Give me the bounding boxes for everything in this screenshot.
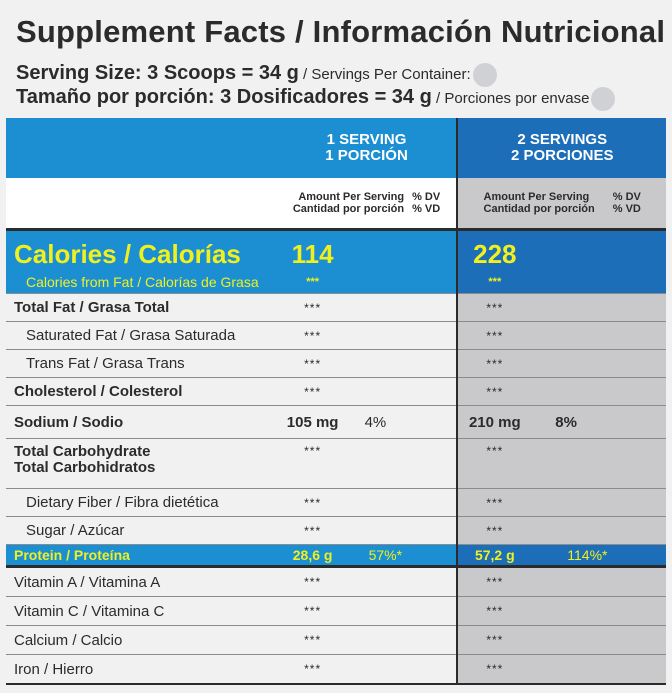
serving-size-es: Tamaño por porción: 3 Dosificadores = 34… — [16, 86, 616, 111]
vitamin-row: Vitamin C / Vitamina C *** *** — [6, 596, 666, 626]
nutrient-row: Dietary Fiber / Fibra dietética *** *** — [6, 488, 666, 517]
dv-label: % DV — [612, 191, 641, 203]
servings-per-package-label: / Porciones por envase — [431, 90, 590, 107]
amount-per-serving-label: Amount Per Serving — [483, 191, 590, 203]
calories-from-fat-one: *** — [276, 271, 349, 294]
vd-label: % VD — [412, 203, 441, 215]
nutrient-row: Total Carbohydrate Total Carbohidratos *… — [6, 438, 666, 489]
calories-two-value: 228 — [456, 228, 532, 271]
nutrient-row: Trans Fat / Grasa Trans *** *** — [6, 349, 666, 378]
column-header-row: 1 SERVING 1 PORCIÓN 2 SERVINGS 2 PORCION… — [6, 118, 666, 178]
calories-from-fat-two: *** — [456, 271, 532, 294]
calories-row: Calories / Calorías 114 228 — [6, 228, 666, 271]
one-serving-header: 1 SERVING 1 PORCIÓN — [276, 118, 458, 178]
vitamin-row: Iron / Hierro *** *** — [6, 654, 666, 685]
nutrient-row: Total Fat / Grasa Total *** *** — [6, 293, 666, 322]
amount-per-portion-label: Cantidad por porción — [292, 203, 405, 215]
calories-label: Calories / Calorías — [6, 228, 277, 271]
calories-one-value: 114 — [276, 228, 349, 271]
nutrient-row: Sodium / Sodio 105 mg 4% 210 mg 8% — [6, 405, 666, 439]
calories-from-fat-label: Calories from Fat / Calorías de Grasa — [6, 271, 277, 294]
nutrient-row: Cholesterol / Colesterol *** *** — [6, 377, 666, 406]
calories-from-fat-row: Calories from Fat / Calorías de Grasa **… — [6, 271, 666, 294]
nutrient-row: Saturated Fat / Grasa Saturada *** *** — [6, 321, 666, 350]
serving-size-en-value: Serving Size: 3 Scoops = 34 g — [16, 62, 299, 84]
amount-per-portion-label: Cantidad por porción — [483, 203, 595, 215]
blank-circle-icon — [472, 62, 497, 87]
dv-label: % DV — [412, 191, 441, 203]
amount-header-row: Amount Per Serving Cantidad por porción … — [6, 178, 666, 230]
servings-per-container-label: / Servings Per Container: — [298, 66, 471, 83]
vd-label: % VD — [612, 203, 641, 215]
nutrient-row: Sugar / Azúcar *** *** — [6, 516, 666, 545]
label-title: Supplement Facts / Información Nutricion… — [16, 14, 666, 49]
vitamin-row: Vitamin A / Vitamina A *** *** — [6, 565, 666, 597]
nutrition-table: 1 SERVING 1 PORCIÓN 2 SERVINGS 2 PORCION… — [6, 118, 666, 685]
vitamin-row: Calcium / Calcio *** *** — [6, 625, 666, 655]
protein-row: Protein / Proteína 28,6 g 57%* 57,2 g 11… — [6, 544, 666, 567]
amount-per-serving-label: Amount Per Serving — [298, 191, 405, 203]
two-servings-header: 2 SERVINGS 2 PORCIONES — [456, 118, 666, 178]
serving-size-en: Serving Size: 3 Scoops = 34 g / Servings… — [16, 62, 497, 87]
blank-circle-icon — [591, 86, 616, 111]
serving-size-es-value: Tamaño por porción: 3 Dosificadores = 34… — [16, 86, 432, 108]
